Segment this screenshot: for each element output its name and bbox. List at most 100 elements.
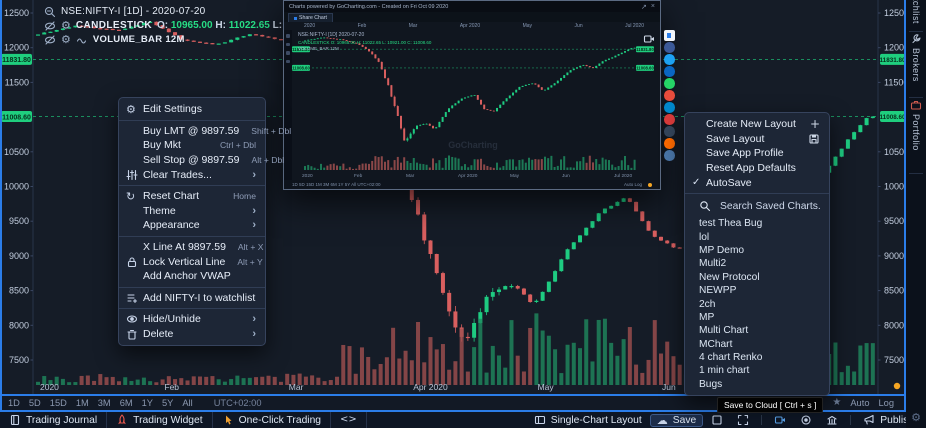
submenu-chevron-icon: › xyxy=(252,313,256,326)
range-button-3m[interactable]: 3M xyxy=(97,398,111,408)
svg-text:11008.60: 11008.60 xyxy=(292,66,310,71)
context-menu-item[interactable]: Delete › xyxy=(119,327,265,342)
saved-chart-item[interactable]: Multi2 xyxy=(699,258,727,270)
trading-widget-button[interactable]: Trading Widget xyxy=(107,412,213,428)
trading-journal-button[interactable]: Trading Journal xyxy=(0,412,108,428)
context-menu-item[interactable]: Add Anchor VWAP xyxy=(119,269,265,284)
target-button[interactable] xyxy=(794,412,818,428)
square-button[interactable] xyxy=(705,412,729,428)
context-menu-item-label: Add Anchor VWAP xyxy=(143,270,231,283)
gear-icon[interactable]: ⚙ xyxy=(911,411,921,424)
saved-chart-item[interactable]: lol xyxy=(699,231,710,243)
zoom-out-icon[interactable] xyxy=(44,6,56,18)
linkedin-share-button[interactable] xyxy=(664,66,675,77)
shortcut-hint: Alt + X xyxy=(237,242,264,253)
facebook-share-button[interactable] xyxy=(664,42,675,53)
share-app-icon[interactable] xyxy=(664,30,675,41)
bank-button[interactable] xyxy=(820,412,844,428)
svg-text:11008.60: 11008.60 xyxy=(636,66,654,71)
menu-divider xyxy=(119,184,265,186)
saved-chart-item[interactable]: Multi Chart xyxy=(699,325,749,337)
layout-menu-item[interactable]: Save App Profile xyxy=(685,146,829,161)
publish-button[interactable]: Publish xyxy=(857,412,920,428)
layout-menu-item[interactable]: Create New Layout + xyxy=(685,117,829,132)
star-icon[interactable]: ★ xyxy=(832,397,842,408)
timezone-label[interactable]: UTC+02:00 xyxy=(213,398,262,408)
context-menu-item[interactable]: X Line At 9897.59 Alt + X xyxy=(119,240,265,255)
context-menu-item-label: Theme xyxy=(143,204,176,217)
gear-icon[interactable]: ⚙ xyxy=(61,19,71,32)
context-menu-item[interactable]: Theme › xyxy=(119,204,265,219)
pinterest-share-button[interactable] xyxy=(664,90,675,101)
whatsapp-share-button[interactable] xyxy=(664,78,675,89)
context-menu-item[interactable]: Buy LMT @ 9897.59 Shift + Dbl xyxy=(119,124,291,139)
context-menu-item[interactable]: Sell Stop @ 9897.59 Alt + Dbl xyxy=(119,153,284,168)
saved-chart-item[interactable]: test Thea Bug xyxy=(699,218,763,230)
chart-border-right xyxy=(904,0,906,412)
layout-menu-item[interactable]: Save Layout xyxy=(685,132,829,147)
saved-chart-item[interactable]: 2ch xyxy=(699,298,716,310)
range-button-5y[interactable]: 5Y xyxy=(161,398,174,408)
range-button-1d[interactable]: 1D xyxy=(8,398,20,408)
saved-chart-item[interactable]: 4 chart Renko xyxy=(699,352,763,364)
camera-icon[interactable] xyxy=(643,33,655,45)
menu-divider xyxy=(119,286,265,288)
saved-chart-item[interactable]: 1 min chart xyxy=(699,365,750,377)
saved-chart-item[interactable]: NEWPP xyxy=(699,285,737,297)
close-icon[interactable]: × xyxy=(650,3,655,10)
saved-chart-item[interactable]: MP xyxy=(699,311,715,323)
popout-icon[interactable]: ↗ xyxy=(641,3,647,11)
saved-chart-item[interactable]: New Protocol xyxy=(699,271,760,283)
svg-text:11831.80: 11831.80 xyxy=(292,47,310,52)
saved-chart-item[interactable]: Bugs xyxy=(699,378,723,390)
context-menu-item[interactable]: Clear Trades... › xyxy=(119,167,265,182)
svg-text:12500: 12500 xyxy=(884,8,909,18)
expand-button[interactable] xyxy=(731,412,755,428)
scale-toggle-log[interactable]: Log xyxy=(878,398,894,408)
side-tab-watchlist[interactable]: Watchlist xyxy=(906,0,926,32)
context-menu-item[interactable]: Add NIFTY-I to watchlist xyxy=(119,291,265,306)
range-button-6m[interactable]: 6M xyxy=(119,398,133,408)
layout-menu-item[interactable]: Reset App Defaults xyxy=(685,161,829,176)
context-menu-item[interactable]: ↻ Reset Chart Home xyxy=(119,189,265,204)
toolbar-button-label: Trading Widget xyxy=(133,414,203,426)
gmail-share-button[interactable] xyxy=(664,114,675,125)
context-menu-item[interactable]: Lock Vertical Line Alt + Y xyxy=(119,254,265,269)
layout-menu-item[interactable]: ✓ AutoSave xyxy=(685,175,829,190)
eye-off-icon[interactable] xyxy=(44,34,56,46)
single-chart-layout-button[interactable]: Single-Chart Layout xyxy=(528,412,648,428)
telegram-share-button[interactable] xyxy=(664,102,675,113)
svg-text:11008.60: 11008.60 xyxy=(880,114,906,121)
range-button-1m[interactable]: 1M xyxy=(75,398,89,408)
context-menu-item[interactable]: Hide/Unhide › xyxy=(119,312,265,327)
tab-share-chart[interactable]: Share Chart xyxy=(288,13,333,22)
side-tab-brokers[interactable]: Brokers xyxy=(906,33,926,95)
range-button-1y[interactable]: 1Y xyxy=(141,398,153,408)
tumblr-share-button[interactable] xyxy=(664,126,675,137)
one-click-trading-button[interactable]: One-Click Trading xyxy=(213,412,332,428)
range-button-all[interactable]: All xyxy=(182,398,193,408)
context-menu-item[interactable]: Buy Mkt Ctrl + Dbl xyxy=(119,138,265,153)
mini-month-label: Jul 2020 xyxy=(625,23,644,29)
reddit-share-button[interactable] xyxy=(664,138,675,149)
submenu-chevron-icon: › xyxy=(252,168,256,181)
range-button-15d[interactable]: 15D xyxy=(49,398,67,408)
side-tab-portfolio[interactable]: Portfolio xyxy=(906,99,926,171)
svg-text:Apr 2020: Apr 2020 xyxy=(413,382,448,392)
context-menu-item[interactable]: Appearance › xyxy=(119,218,265,233)
vk-share-button[interactable] xyxy=(664,150,675,161)
gear-icon[interactable]: ⚙ xyxy=(61,33,71,46)
save-button[interactable]: ☁ Save xyxy=(649,413,704,427)
scale-toggle-auto[interactable]: Auto xyxy=(850,398,870,408)
saved-charts-search-input[interactable] xyxy=(718,199,855,213)
bank-icon xyxy=(826,414,838,426)
toolbar-separator xyxy=(850,415,852,425)
toolbar-button[interactable]: <> xyxy=(331,412,367,428)
saved-chart-item[interactable]: MChart xyxy=(699,338,733,350)
saved-chart-item[interactable]: MP Demo xyxy=(699,244,745,256)
range-button-5d[interactable]: 5D xyxy=(28,398,41,408)
context-menu-item[interactable]: ⚙ Edit Settings xyxy=(119,102,265,117)
camera-button[interactable] xyxy=(768,412,792,428)
eye-off-icon[interactable] xyxy=(44,20,56,32)
twitter-share-button[interactable] xyxy=(664,54,675,65)
